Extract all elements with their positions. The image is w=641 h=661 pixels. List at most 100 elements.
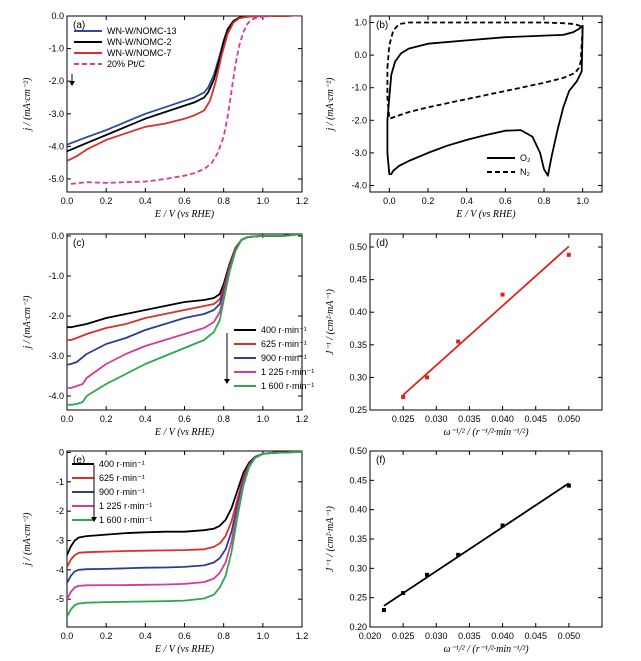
y-tick-label: -4.0 (48, 141, 64, 151)
data-layer (386, 21, 584, 177)
legend-label: 1 600 r·min⁻¹ (99, 515, 152, 525)
y-tick-label: -3 (56, 535, 64, 545)
y-tick-label: -1 (56, 477, 64, 487)
trend-arrow (91, 465, 97, 522)
x-tick-label: 0.030 (425, 414, 448, 424)
data-layer (401, 245, 571, 399)
y-tick-label: 0 (59, 447, 64, 457)
data-point (566, 483, 571, 488)
plot-frame (369, 233, 603, 411)
x-tick-label: 0.4 (460, 196, 473, 206)
y-axis-label: j / (mA·cm⁻²) (22, 77, 33, 133)
data-layer (67, 451, 302, 618)
data-point (566, 252, 571, 257)
panel-b: 0.0 0.2 0.4 0.6 0.8 1.0 1.0 0.0 -1.0 -2.0 -3.0 -4.0… (325, 15, 603, 220)
x-tick-label: 0.025 (392, 631, 415, 641)
legend-label: WN-W/NOMC-13 (107, 26, 177, 36)
series-line (67, 234, 302, 329)
x-tick-label: 0.0 (383, 196, 396, 206)
y-tick-label: -3.0 (48, 109, 64, 119)
y-tick-label: -1.0 (48, 44, 64, 54)
y-tick-label: -4 (56, 565, 64, 575)
x-tick-label: 0.2 (100, 631, 113, 641)
y-axis-label: j / (mA·cm⁻²) (22, 512, 33, 568)
y-tick-label: -3.0 (48, 351, 64, 361)
arrow-head (224, 379, 230, 384)
y-tick-label: 0.35 (349, 534, 367, 544)
arrow-head (69, 81, 75, 86)
data-point (401, 394, 406, 399)
y-tick-label: 0.30 (349, 372, 367, 382)
x-tick-label: 0.2 (100, 414, 113, 424)
x-tick-label: 1.2 (296, 631, 309, 641)
y-tick-label: 0.30 (349, 563, 367, 573)
y-tick-label: -2.0 (48, 311, 64, 321)
data-point (381, 607, 386, 612)
x-tick-label: 0.4 (139, 196, 152, 206)
series-line (386, 24, 584, 177)
fit-line (383, 482, 570, 607)
x-tick-label: 0.8 (217, 414, 230, 424)
data-point (425, 572, 430, 577)
x-axis-label: ω⁻¹/² / (r⁻¹/²·min⁻¹/²) (443, 427, 529, 438)
panel-label: (e) (73, 455, 85, 466)
legend: O₂ N₂ (487, 153, 531, 177)
x-axis-label: E / V (vs RHE) (154, 644, 215, 655)
legend-label: O₂ (520, 153, 531, 163)
legend-label: WN-W/NOMC-7 (107, 48, 172, 58)
series-line (67, 234, 302, 389)
data-point (425, 375, 430, 380)
x-tick-label: 0.045 (524, 631, 547, 641)
panel-d: 0.025 0.030 0.035 0.040 0.045 0.050 0.25 0.30 0.… (325, 233, 603, 438)
legend-label: 625 r·min⁻¹ (99, 473, 145, 483)
y-tick-label: -2.0 (351, 115, 367, 125)
x-tick-label: 0.0 (61, 631, 74, 641)
y-tick-label: -4.0 (351, 180, 367, 190)
data-point (456, 339, 461, 344)
x-tick-label: 0.8 (217, 196, 230, 206)
y-tick-label: -2.0 (48, 76, 64, 86)
trend-arrow (69, 74, 75, 86)
trend-arrow (224, 333, 230, 384)
x-tick-label: 0.040 (491, 414, 514, 424)
legend-label: 625 r·min⁻¹ (261, 339, 307, 349)
panel-label: (f) (376, 455, 385, 466)
legend-label: N₂ (520, 167, 530, 177)
fit-line (402, 245, 570, 396)
x-tick-label: 0.020 (359, 631, 382, 641)
x-tick-label: 0.6 (499, 196, 512, 206)
legend-label: 1 225 r·min⁻¹ (99, 501, 152, 511)
x-tick-label: 0.040 (491, 631, 514, 641)
y-tick-label: -4.0 (48, 391, 64, 401)
data-point (500, 523, 505, 528)
data-layer (381, 482, 571, 612)
x-tick-label: 0.4 (139, 414, 152, 424)
y-tick-label: 0.35 (349, 340, 367, 350)
x-tick-label: 0.035 (458, 631, 481, 641)
y-tick-label: 0.20 (349, 622, 367, 632)
legend-label: WN-W/NOMC-2 (107, 37, 172, 47)
y-tick-label: -5 (56, 594, 64, 604)
x-tick-label: 0.6 (178, 631, 191, 641)
x-axis-label: E / V (vs RHE) (154, 209, 215, 220)
x-tick-label: 0.0 (61, 414, 74, 424)
series-line (67, 16, 302, 162)
x-tick-label: 0.8 (217, 631, 230, 641)
y-tick-label: 0.0 (51, 11, 64, 21)
legend: 400 r·min⁻¹ 625 r·min⁻¹ 900 r·min⁻¹ 1 225 r… (72, 459, 152, 525)
x-tick-label: 0.030 (425, 631, 448, 641)
y-tick-label: -2 (56, 506, 64, 516)
y-tick-label: -5.0 (48, 174, 64, 184)
y-axis-label: J⁻¹ / (cm²·mA⁻¹) (325, 288, 336, 355)
x-axis-label: ω⁻¹/² / (r⁻¹/²·min⁻¹/²) (443, 644, 529, 655)
x-tick-label: 0.025 (392, 414, 415, 424)
x-tick-label: 0.2 (422, 196, 435, 206)
legend-label: 1 600 r·min⁻¹ (261, 381, 314, 391)
x-tick-label: 0.6 (178, 196, 191, 206)
series-line (67, 16, 302, 146)
x-tick-label: 0.6 (178, 414, 191, 424)
y-axis-label: J⁻¹ / (cm²·mA⁻¹) (325, 505, 336, 572)
y-tick-label: 1.0 (354, 18, 367, 28)
plot-frame (66, 15, 303, 193)
